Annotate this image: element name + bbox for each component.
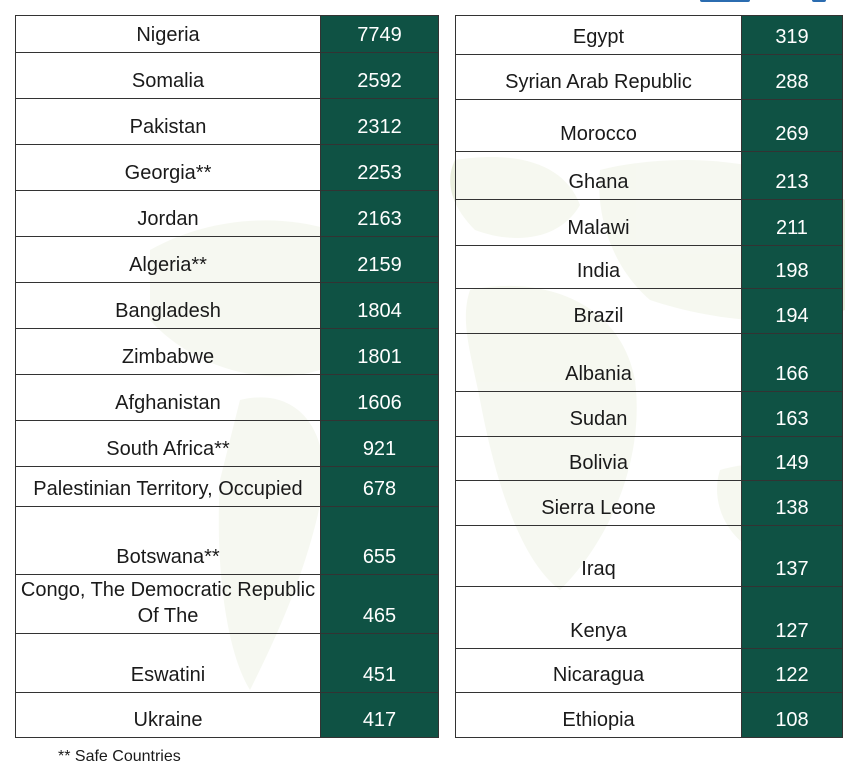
table-row: Ethiopia 108 [455, 692, 843, 738]
table-row: Kenya 127 [455, 586, 843, 649]
country-cell: Bolivia [455, 436, 742, 481]
table-row: Jordan 2163 [15, 190, 439, 237]
table-row: Palestinian Territory, Occupied 678 [15, 466, 439, 507]
country-cell: Zimbabwe [15, 328, 321, 375]
table-row: South Africa** 921 [15, 420, 439, 467]
value-cell: 122 [741, 648, 843, 693]
country-cell: Algeria** [15, 236, 321, 283]
country-cell: Sierra Leone [455, 480, 742, 526]
value-cell: 138 [741, 480, 843, 526]
footnote-safe-countries: ** Safe Countries [58, 748, 181, 765]
value-cell: 127 [741, 586, 843, 649]
value-cell: 108 [741, 692, 843, 738]
country-cell: Albania [455, 333, 742, 392]
value-cell: 2159 [320, 236, 439, 283]
table-row: India 198 [455, 245, 843, 289]
table-row: Eswatini 451 [15, 633, 439, 693]
country-cell: Egypt [455, 15, 742, 55]
table-row: Sierra Leone 138 [455, 480, 843, 526]
country-cell: Eswatini [15, 633, 321, 693]
value-cell: 198 [741, 245, 843, 289]
value-cell: 211 [741, 199, 843, 246]
value-cell: 7749 [320, 15, 439, 53]
value-cell: 921 [320, 420, 439, 467]
country-cell: Ethiopia [455, 692, 742, 738]
value-cell: 319 [741, 15, 843, 55]
table-row: Bangladesh 1804 [15, 282, 439, 329]
table-row: Brazil 194 [455, 288, 843, 334]
country-cell: India [455, 245, 742, 289]
value-cell: 2592 [320, 52, 439, 99]
table-row: Afghanistan 1606 [15, 374, 439, 421]
table-row: Morocco 269 [455, 99, 843, 152]
country-cell: Malawi [455, 199, 742, 246]
value-cell: 149 [741, 436, 843, 481]
country-cell: Somalia [15, 52, 321, 99]
country-cell: Botswana** [15, 506, 321, 575]
country-cell: Brazil [455, 288, 742, 334]
country-cell: South Africa** [15, 420, 321, 467]
country-cell: Congo, The Democratic Republic Of The [15, 574, 321, 634]
value-cell: 1606 [320, 374, 439, 421]
left-country-table: Nigeria 7749 Somalia 2592 Pakistan 2312 … [15, 15, 439, 738]
value-cell: 678 [320, 466, 439, 507]
table-row: Congo, The Democratic Republic Of The 46… [15, 574, 439, 634]
value-cell: 1801 [320, 328, 439, 375]
table-row: Sudan 163 [455, 391, 843, 437]
table-row: Iraq 137 [455, 525, 843, 587]
value-cell: 194 [741, 288, 843, 334]
country-cell: Jordan [15, 190, 321, 237]
value-cell: 2312 [320, 98, 439, 145]
table-row: Algeria** 2159 [15, 236, 439, 283]
value-cell: 213 [741, 151, 843, 200]
table-row: Ukraine 417 [15, 692, 439, 738]
country-cell: Pakistan [15, 98, 321, 145]
table-row: Georgia** 2253 [15, 144, 439, 191]
value-cell: 1804 [320, 282, 439, 329]
table-row: Zimbabwe 1801 [15, 328, 439, 375]
value-cell: 465 [320, 574, 439, 634]
country-cell: Afghanistan [15, 374, 321, 421]
table-row: Ghana 213 [455, 151, 843, 200]
country-cell: Iraq [455, 525, 742, 587]
table-row: Botswana** 655 [15, 506, 439, 575]
right-country-table: Egypt 319 Syrian Arab Republic 288 Moroc… [455, 15, 843, 738]
table-row: Nicaragua 122 [455, 648, 843, 693]
value-cell: 2163 [320, 190, 439, 237]
country-cell: Georgia** [15, 144, 321, 191]
table-row: Pakistan 2312 [15, 98, 439, 145]
table-row: Bolivia 149 [455, 436, 843, 481]
value-cell: 288 [741, 54, 843, 100]
table-row: Somalia 2592 [15, 52, 439, 99]
country-cell: Nicaragua [455, 648, 742, 693]
country-cell: Sudan [455, 391, 742, 437]
country-cell: Bangladesh [15, 282, 321, 329]
table-row: Egypt 319 [455, 15, 843, 55]
value-cell: 417 [320, 692, 439, 738]
value-cell: 137 [741, 525, 843, 587]
country-cell: Ghana [455, 151, 742, 200]
country-cell: Morocco [455, 99, 742, 152]
top-decoration [700, 0, 840, 4]
value-cell: 655 [320, 506, 439, 575]
value-cell: 163 [741, 391, 843, 437]
country-cell: Ukraine [15, 692, 321, 738]
table-row: Malawi 211 [455, 199, 843, 246]
country-cell: Nigeria [15, 15, 321, 53]
country-cell: Palestinian Territory, Occupied [15, 466, 321, 507]
country-cell: Syrian Arab Republic [455, 54, 742, 100]
value-cell: 166 [741, 333, 843, 392]
table-row: Albania 166 [455, 333, 843, 392]
value-cell: 269 [741, 99, 843, 152]
value-cell: 451 [320, 633, 439, 693]
table-row: Syrian Arab Republic 288 [455, 54, 843, 100]
value-cell: 2253 [320, 144, 439, 191]
country-cell: Kenya [455, 586, 742, 649]
table-row: Nigeria 7749 [15, 15, 439, 53]
